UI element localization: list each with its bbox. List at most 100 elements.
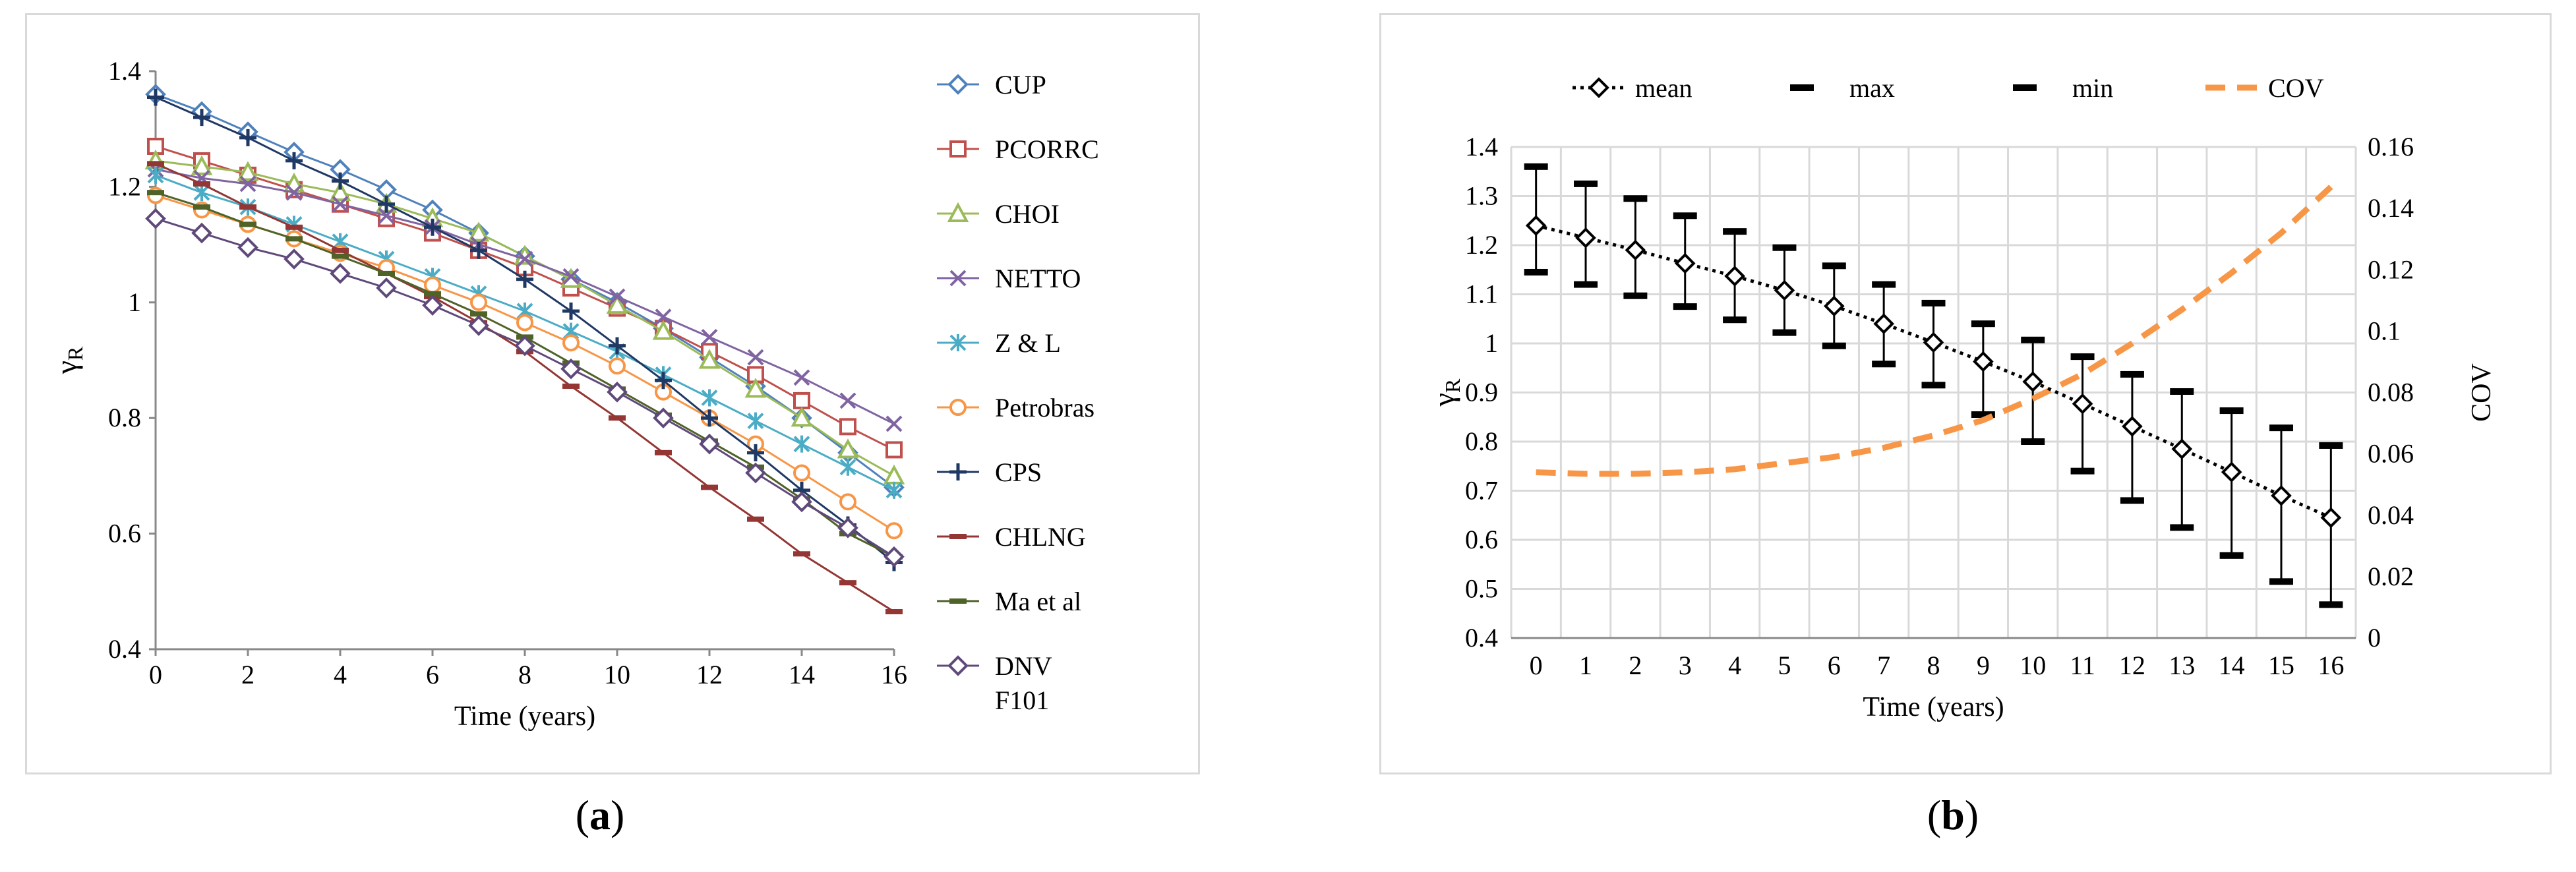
caption-b: (b) xyxy=(1927,792,1979,838)
x-tick-label-a: 6 xyxy=(426,660,439,689)
mean-point-b xyxy=(1575,227,1596,248)
data-point-a xyxy=(424,276,441,294)
data-point-a xyxy=(193,181,210,187)
data-point-a xyxy=(239,204,256,210)
data-point-a xyxy=(470,241,487,259)
y-tick-label-b: 1.3 xyxy=(1465,181,1498,211)
series-a-4 xyxy=(147,166,903,499)
x-tick-label-b: 1 xyxy=(1579,651,1592,680)
min-marker-b xyxy=(1772,329,1797,336)
legend-label-a: Z & L xyxy=(995,328,1061,358)
data-point-a xyxy=(285,184,303,201)
legend-marker-min xyxy=(2013,84,2037,91)
legend-item-a: Ma et al xyxy=(937,587,1081,616)
cov-line-b xyxy=(1536,185,2333,477)
data-point-a xyxy=(884,546,905,567)
legend-marker-a xyxy=(949,598,967,604)
data-point-a xyxy=(606,293,628,314)
data-point-a xyxy=(655,372,672,390)
series-a-5 xyxy=(147,187,903,540)
y2-tick-label-b: 0.12 xyxy=(2368,254,2414,284)
data-point-a xyxy=(701,389,718,407)
data-point-a xyxy=(467,221,490,242)
data-point-a xyxy=(701,329,718,345)
data-point-a xyxy=(378,195,395,213)
legend-marker-a xyxy=(949,270,967,287)
legend-label-a: CUP xyxy=(995,70,1046,100)
data-point-a xyxy=(147,166,164,184)
legend-marker-a xyxy=(947,202,969,222)
legend-label-a: Ma et al xyxy=(995,587,1081,616)
x-tick-label-b: 6 xyxy=(1828,651,1841,680)
data-point-a xyxy=(793,551,810,557)
y2-tick-label-b: 0.02 xyxy=(2368,562,2414,591)
legend-label-cov: COV xyxy=(2268,73,2324,103)
data-point-a xyxy=(285,236,303,242)
data-point-a xyxy=(839,392,856,409)
data-point-a xyxy=(562,383,580,389)
data-point-a xyxy=(239,129,256,146)
data-point-a xyxy=(193,109,210,127)
data-point-a xyxy=(514,335,535,357)
legend-label-max: max xyxy=(1849,73,1895,103)
y-axis-label-a: γR xyxy=(49,346,87,374)
min-marker-b xyxy=(1822,342,1846,349)
data-point-a xyxy=(562,302,580,320)
data-point-a xyxy=(793,392,810,409)
y-tick-label-b: 0.8 xyxy=(1465,426,1498,456)
data-point-a xyxy=(747,349,764,366)
chart-b: 0.4 0.5 0.6 0.7 0.8 0.9 1 1.1 1.2 1.3 1.4 0 0.02 0.04… xyxy=(1427,73,2497,722)
x-tick-label-b: 9 xyxy=(1977,651,1990,680)
mean-point-b xyxy=(2271,485,2292,506)
x-tick-label-b: 12 xyxy=(2119,651,2145,680)
y-axis-label-b: γR xyxy=(1427,378,1464,407)
x-tick-label-b: 0 xyxy=(1530,651,1543,680)
legend-label-a: CHLNG xyxy=(995,522,1086,552)
data-point-a xyxy=(470,311,487,317)
data-point-a xyxy=(424,218,441,236)
min-marker-b xyxy=(2269,578,2293,585)
x-tick-label-b: 3 xyxy=(1679,651,1692,680)
mean-point-b xyxy=(2022,371,2044,392)
x-tick-label-b: 2 xyxy=(1629,651,1642,680)
data-point-a xyxy=(145,208,166,229)
max-marker-b xyxy=(1971,320,1995,328)
data-point-a xyxy=(332,247,349,253)
series-line-a xyxy=(155,168,895,425)
legend-item-a: NETTO xyxy=(937,264,1081,293)
y2-tick-label-b: 0.14 xyxy=(2368,193,2414,223)
data-point-a xyxy=(885,608,903,614)
y-tick-label-b: 0.5 xyxy=(1465,574,1498,604)
max-marker-b xyxy=(1772,244,1797,251)
data-point-a xyxy=(793,369,810,386)
x-tick-label-b: 16 xyxy=(2318,651,2344,680)
data-point-a xyxy=(607,381,628,403)
data-point-a xyxy=(883,464,905,484)
series-a-2 xyxy=(144,149,905,484)
legend-label-a: F101 xyxy=(995,685,1049,715)
y-tick-label-b: 0.9 xyxy=(1465,378,1498,407)
min-marker-b xyxy=(2120,497,2144,504)
legend-item-a: DNV F101 xyxy=(937,651,1052,715)
max-marker-b xyxy=(1822,262,1846,270)
min-marker-b xyxy=(1524,268,1548,276)
y-tick-label-b: 1.1 xyxy=(1465,279,1498,309)
data-point-a xyxy=(147,88,164,106)
mean-point-b xyxy=(1873,313,1894,335)
data-point-a xyxy=(191,155,213,175)
series-a-0 xyxy=(145,84,905,498)
data-point-a xyxy=(516,270,533,288)
y2-tick-label-b: 0.08 xyxy=(2368,378,2414,407)
data-point-a xyxy=(609,337,626,355)
min-marker-b xyxy=(2170,524,2194,531)
max-marker-b xyxy=(1623,195,1648,202)
max-marker-b xyxy=(2269,424,2293,432)
y2-tick-label-b: 0 xyxy=(2368,623,2381,653)
max-marker-b xyxy=(1524,163,1548,170)
y2-tick-label-b: 0.16 xyxy=(2368,132,2414,161)
data-point-a xyxy=(329,181,351,202)
max-marker-b xyxy=(2319,442,2343,449)
data-point-a xyxy=(516,314,533,332)
y-tick-label-b: 0.4 xyxy=(1465,623,1498,653)
data-point-a xyxy=(193,184,210,202)
